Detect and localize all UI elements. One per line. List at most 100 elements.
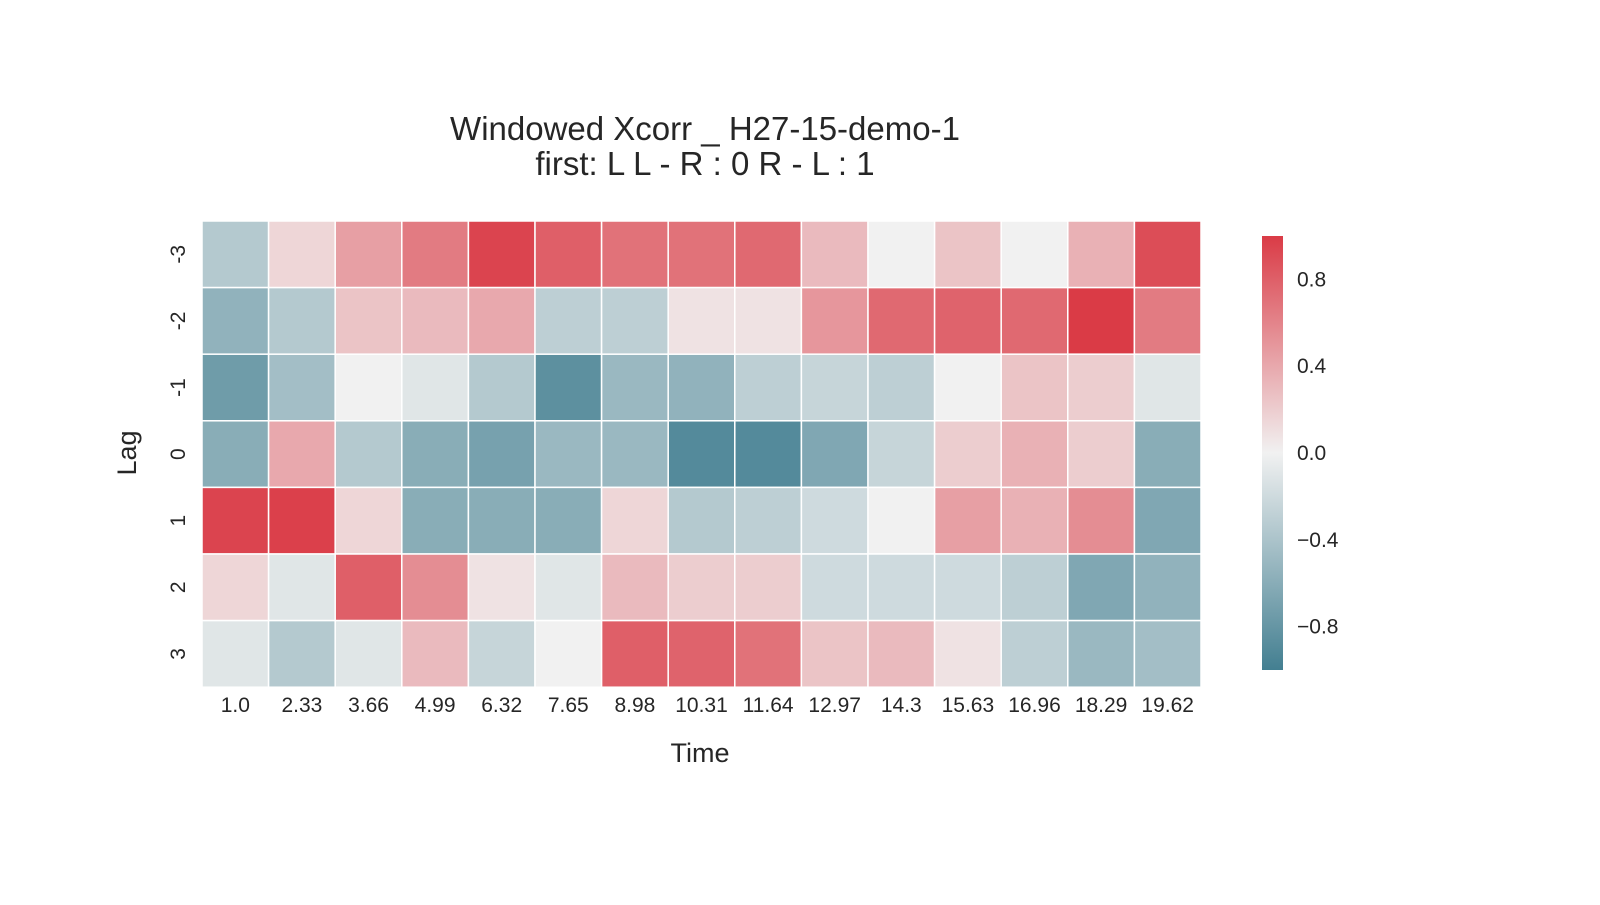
heatmap-cell xyxy=(1133,619,1202,688)
x-tick-label: 2.33 xyxy=(281,694,322,717)
x-tick-label: 10.31 xyxy=(675,694,728,717)
heatmap-cell xyxy=(1133,420,1202,489)
heatmap-cell xyxy=(933,619,1002,688)
heatmap-cell xyxy=(201,420,270,489)
heatmap-cell xyxy=(800,220,869,289)
heatmap-cell xyxy=(401,553,470,622)
y-tick-label: -1 xyxy=(167,378,190,397)
heatmap-cell xyxy=(667,286,736,355)
colorbar-tick-label: −0.4 xyxy=(1297,529,1339,552)
heatmap-cell xyxy=(800,286,869,355)
y-tick-label: 3 xyxy=(167,648,190,660)
colorbar-tick-labels: 0.8 0.4 0.0 −0.4 −0.8 xyxy=(1297,268,1339,638)
heatmap-cell xyxy=(867,420,936,489)
heatmap-cell xyxy=(600,420,669,489)
heatmap-cell xyxy=(933,553,1002,622)
heatmap-cell xyxy=(334,619,403,688)
x-tick-label: 6.32 xyxy=(481,694,522,717)
x-tick-label: 1.0 xyxy=(221,694,250,717)
y-axis-label: Lag xyxy=(112,430,142,475)
heatmap-cell xyxy=(201,619,270,688)
heatmap-cell xyxy=(1000,220,1069,289)
heatmap-cell xyxy=(534,553,603,622)
heatmap-cell xyxy=(1067,619,1136,688)
heatmap-cell xyxy=(1067,486,1136,555)
heatmap-cell xyxy=(467,220,536,289)
heatmap-cell xyxy=(534,353,603,422)
heatmap-cell xyxy=(933,420,1002,489)
y-tick-label: 2 xyxy=(167,581,190,593)
heatmap-cell xyxy=(467,286,536,355)
heatmap-cell xyxy=(933,353,1002,422)
heatmap-cell xyxy=(800,619,869,688)
x-axis-label: Time xyxy=(671,738,730,768)
heatmap-cell xyxy=(867,619,936,688)
heatmap-cell xyxy=(600,286,669,355)
heatmap-cell xyxy=(1067,286,1136,355)
heatmap-cell xyxy=(734,486,803,555)
heatmap-cell xyxy=(1133,286,1202,355)
heatmap-cell xyxy=(534,619,603,688)
heatmap-cell xyxy=(800,353,869,422)
heatmap-cell xyxy=(734,420,803,489)
x-tick-label: 18.29 xyxy=(1075,694,1128,717)
heatmap-cell xyxy=(401,220,470,289)
chart-title: Windowed Xcorr _ H27-15-demo-1 xyxy=(450,110,960,147)
heatmap-cell xyxy=(267,486,336,555)
heatmap-cell xyxy=(867,553,936,622)
heatmap-cell xyxy=(1000,486,1069,555)
heatmap-cell xyxy=(600,553,669,622)
y-tick-label: -2 xyxy=(167,312,190,331)
heatmap-cell xyxy=(334,553,403,622)
heatmap-cell xyxy=(401,420,470,489)
heatmap-cell xyxy=(734,619,803,688)
x-tick-label: 11.64 xyxy=(743,694,794,717)
colorbar-tick-label: 0.0 xyxy=(1297,442,1326,465)
heatmap-cell xyxy=(334,353,403,422)
x-tick-label: 14.3 xyxy=(881,694,922,717)
heatmap-cell xyxy=(933,220,1002,289)
heatmap-cell xyxy=(334,486,403,555)
heatmap-cell xyxy=(201,353,270,422)
x-tick-label: 3.66 xyxy=(348,694,389,717)
heatmap-cell xyxy=(600,486,669,555)
heatmap-cell xyxy=(600,353,669,422)
heatmap-cell xyxy=(401,619,470,688)
heatmap-cell xyxy=(667,220,736,289)
colorbar-tick-label: 0.4 xyxy=(1297,355,1327,378)
heatmap-cell xyxy=(267,420,336,489)
heatmap-cell xyxy=(1000,353,1069,422)
heatmap-cell xyxy=(1067,553,1136,622)
heatmap-cell xyxy=(401,486,470,555)
heatmap-cell xyxy=(467,553,536,622)
x-tick-label: 16.96 xyxy=(1008,694,1061,717)
heatmap-cell xyxy=(734,553,803,622)
heatmap-cell xyxy=(201,286,270,355)
heatmap-cell xyxy=(1000,420,1069,489)
colorbar xyxy=(1262,236,1283,670)
heatmap-cell xyxy=(534,420,603,489)
heatmap-cell xyxy=(667,486,736,555)
heatmap-cell xyxy=(600,220,669,289)
heatmap-cell xyxy=(667,619,736,688)
heatmap-cell xyxy=(1133,353,1202,422)
heatmap-cell xyxy=(467,619,536,688)
heatmap-cell xyxy=(1000,286,1069,355)
x-tick-label: 12.97 xyxy=(808,694,861,717)
heatmap-cell xyxy=(267,553,336,622)
heatmap-cell xyxy=(800,486,869,555)
heatmap-cell xyxy=(267,286,336,355)
x-tick-label: 19.62 xyxy=(1141,694,1194,717)
heatmap-cell xyxy=(867,486,936,555)
colorbar-tick-label: −0.8 xyxy=(1297,616,1338,639)
heatmap-cell xyxy=(667,553,736,622)
heatmap-cell xyxy=(1133,553,1202,622)
heatmap-cell xyxy=(267,353,336,422)
heatmap-cell xyxy=(534,286,603,355)
heatmap-cell xyxy=(201,220,270,289)
y-tick-label: 1 xyxy=(167,515,190,527)
heatmap-cell xyxy=(467,353,536,422)
heatmap-cell xyxy=(334,286,403,355)
chart-subtitle: first: L L - R : 0 R - L : 1 xyxy=(535,145,874,182)
